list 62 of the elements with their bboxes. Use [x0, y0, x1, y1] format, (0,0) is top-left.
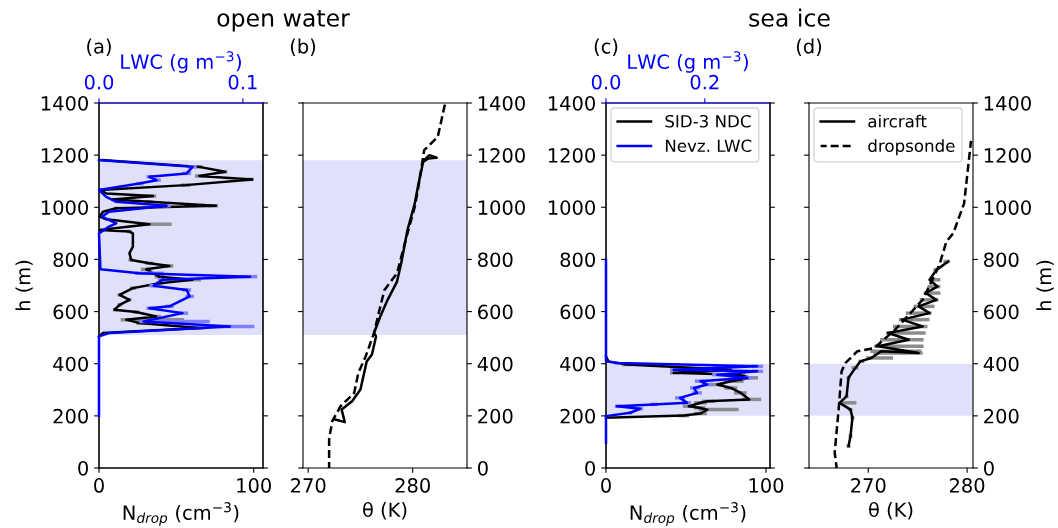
x2-tick-label: 0.1: [228, 74, 257, 90]
x-tick-label: 270: [851, 478, 886, 493]
y2-tick-label: 800: [478, 252, 513, 268]
y2-axis-title: h (m): [1036, 260, 1054, 311]
y2-tick-label: 1200: [984, 148, 1031, 163]
chart-title: (c): [594, 38, 618, 56]
x2-tick-label: 0.0: [591, 74, 621, 90]
legend-label: dropsonde: [868, 139, 955, 156]
text: open water: [217, 9, 350, 32]
y2-tick-label: 1000: [478, 200, 525, 215]
x2-tick-label: 0.0: [84, 74, 114, 90]
legend-label: aircraft: [868, 114, 927, 128]
y-tick-label: 400: [53, 356, 88, 372]
legend-label: SID-3 NDC: [665, 114, 751, 128]
y2-tick-label: 800: [984, 252, 1019, 268]
y2-tick-label: 1200: [478, 148, 525, 163]
y2-tick-label: 1400: [984, 95, 1031, 111]
x-axis-title: θ (K): [869, 501, 913, 520]
y-axis-title: h (m): [15, 260, 33, 311]
x-tick-label: 270: [291, 478, 326, 493]
y-tick-label: 600: [53, 304, 88, 320]
chart-title: (b): [290, 38, 316, 56]
y-tick-label: 1200: [41, 148, 88, 163]
chart-title: (a): [87, 38, 111, 56]
y2-tick-label: 400: [983, 356, 1019, 372]
y-tick-label: 0: [78, 460, 88, 476]
x-tick-label: 100: [237, 478, 271, 493]
y-tick-label: 1400: [548, 95, 595, 111]
x-tick-label: 280: [949, 478, 985, 493]
x-axis-title: N$_{drop}$ (cm$^{−3}$): [123, 502, 239, 526]
y2-tick-label: 200: [478, 408, 513, 424]
x2-axis-title: LWC (g m$^{−3}$): [628, 51, 748, 73]
y2-tick-label: 0: [478, 460, 488, 476]
y-tick-label: 0: [585, 460, 595, 476]
legend-label: Nevz. LWC: [665, 139, 752, 153]
x-tick-label: 280: [395, 478, 430, 493]
y2-tick-label: 600: [984, 304, 1019, 320]
x2-axis-title: LWC (g m$^{−3}$): [121, 51, 241, 73]
y-tick-label: 200: [560, 408, 595, 424]
y2-tick-label: 1400: [478, 95, 525, 111]
y-tick-label: 1200: [548, 148, 595, 163]
y-tick-label: 800: [560, 252, 595, 268]
y2-tick-label: 0: [984, 460, 994, 476]
y2-tick-label: 400: [477, 356, 513, 372]
y-tick-label: 800: [53, 252, 88, 268]
y-tick-label: 1000: [41, 200, 88, 215]
y2-tick-label: 600: [478, 304, 513, 320]
y2-tick-label: 200: [984, 408, 1019, 424]
y-tick-label: 400: [560, 356, 595, 372]
x-tick-label: 0: [94, 478, 104, 493]
x-tick-label: 100: [749, 478, 784, 493]
y2-tick-label: 1000: [984, 200, 1031, 215]
y-tick-label: 200: [53, 408, 88, 424]
y-tick-label: 600: [560, 304, 595, 320]
x2-tick-label: 0.2: [690, 74, 719, 90]
x-axis-title: N$_{drop}$ (cm$^{−3}$): [630, 502, 746, 526]
text: sea ice: [749, 8, 830, 27]
y-tick-label: 1000: [548, 200, 595, 215]
chart-title: (d): [796, 38, 822, 56]
x-tick-label: 0: [601, 478, 611, 493]
x-axis-title: θ (K): [363, 501, 407, 520]
y-tick-label: 1400: [41, 95, 88, 111]
